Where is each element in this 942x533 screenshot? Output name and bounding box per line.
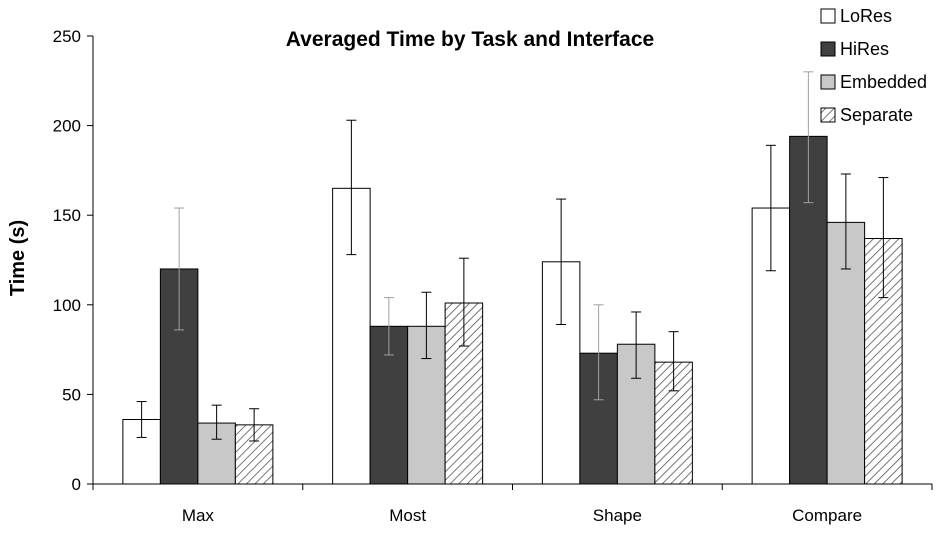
- legend-swatch-lores: [820, 8, 836, 24]
- plot-area: 0 50 100 150 200 250 Max Most Shape Compare: [53, 27, 933, 525]
- y-tick-label: 150: [53, 206, 81, 225]
- legend: LoRes HiRes Embedded Separate: [820, 6, 927, 125]
- x-tick-label: Shape: [593, 506, 642, 525]
- legend-label-lores: LoRes: [840, 6, 892, 26]
- y-tick-label: 200: [53, 117, 81, 136]
- x-tick-label: Most: [389, 506, 426, 525]
- y-tick-label: 250: [53, 27, 81, 46]
- x-tick-label: Compare: [792, 506, 862, 525]
- y-tick-label: 50: [62, 385, 81, 404]
- legend-label-embedded: Embedded: [840, 72, 927, 92]
- legend-swatch-embedded: [820, 74, 836, 90]
- legend-label-separate: Separate: [840, 105, 913, 125]
- chart-title: Averaged Time by Task and Interface: [286, 28, 654, 51]
- legend-label-hires: HiRes: [840, 39, 889, 59]
- y-axis-label: Time (s): [7, 220, 29, 296]
- x-tick-label: Max: [182, 506, 215, 525]
- y-tick-label: 0: [72, 475, 81, 494]
- legend-swatch-separate: [820, 107, 836, 123]
- legend-swatch-hires: [820, 41, 836, 57]
- y-tick-label: 100: [53, 296, 81, 315]
